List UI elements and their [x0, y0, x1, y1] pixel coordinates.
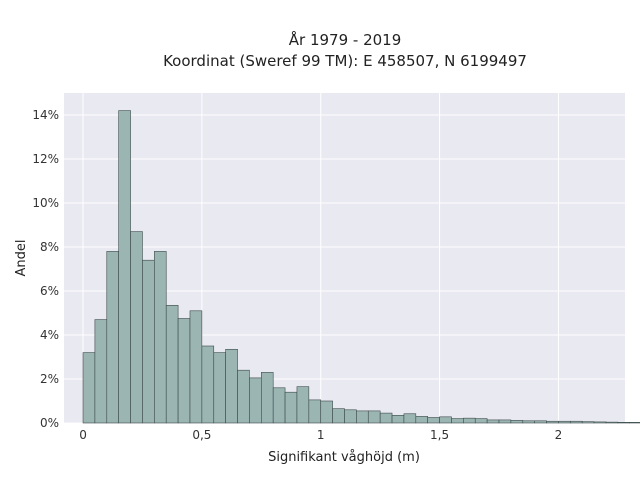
histogram-bar-44: [605, 421, 619, 424]
histogram-bar-29: [427, 417, 440, 424]
histogram-bar-13: [237, 369, 250, 424]
histogram-bar-34: [486, 419, 500, 424]
histogram-bar-39: [546, 420, 559, 424]
histogram-bar-30: [439, 416, 452, 424]
histogram-bar-27: [403, 413, 417, 424]
y-tick-label-0: 0%: [40, 416, 59, 430]
y-axis-title: Andel: [14, 240, 29, 277]
histogram-bar-28: [415, 416, 428, 424]
histogram-bar-33: [474, 418, 488, 424]
histogram-bar-26: [391, 414, 405, 424]
histogram-bars: [82, 110, 640, 424]
y-tick-label-2: 4%: [40, 328, 59, 342]
histogram-bar-42: [581, 421, 595, 424]
histogram-bar-2: [106, 251, 119, 424]
y-tick-label-6: 12%: [32, 152, 59, 166]
histogram-bar-38: [534, 420, 547, 424]
histogram-bar-4: [130, 231, 143, 424]
x-tick-label-0: 0: [79, 428, 87, 442]
histogram-bar-19: [308, 399, 322, 424]
histogram-bar-37: [522, 420, 535, 424]
y-tick-label-5: 10%: [32, 196, 59, 210]
histogram-bar-35: [498, 419, 512, 424]
histogram-bar-17: [284, 391, 298, 424]
histogram-bar-18: [296, 386, 310, 424]
histogram-bar-7: [165, 304, 179, 424]
histogram-bar-11: [213, 352, 226, 424]
histogram-bar-45: [617, 422, 631, 424]
x-tick-label-1: 0,5: [192, 428, 211, 442]
histogram-bar-23: [356, 410, 369, 424]
histogram-bar-36: [510, 420, 524, 424]
histogram-bar-9: [189, 310, 203, 424]
histogram-bar-14: [249, 377, 262, 424]
histogram-bar-6: [154, 251, 167, 424]
y-tick-label-4: 8%: [40, 240, 59, 254]
histogram-bar-5: [142, 259, 155, 424]
x-tick-label-2: 1: [317, 428, 325, 442]
histogram-bar-15: [261, 372, 274, 424]
chart-title: År 1979 - 2019: [289, 30, 402, 49]
histogram-bar-40: [558, 420, 571, 424]
y-tick-label-7: 14%: [32, 108, 59, 122]
histogram-bar-20: [320, 400, 333, 424]
histogram-bar-1: [94, 319, 108, 424]
histogram-bar-12: [225, 348, 238, 424]
x-axis-title: Signifikant våghöjd (m): [268, 450, 420, 465]
y-tick-label-1: 2%: [40, 372, 59, 386]
x-tick-label-3: 1,5: [430, 428, 449, 442]
histogram-bar-16: [272, 387, 286, 424]
x-tick-label-4: 2: [555, 428, 563, 442]
chart-subtitle: Koordinat (Sweref 99 TM): E 458507, N 61…: [163, 52, 527, 70]
y-axis-ticks: 0% 2% 4% 6% 8% 10% 12% 14%: [32, 108, 59, 430]
histogram-bar-25: [379, 412, 393, 424]
histogram-bar-0: [82, 352, 96, 424]
histogram-bar-32: [463, 417, 476, 424]
x-axis-ticks: 0 0,5 1 1,5 2: [79, 428, 562, 442]
histogram-bar-31: [451, 418, 464, 424]
histogram-bar-22: [344, 409, 357, 424]
histogram-bar-8: [177, 318, 191, 424]
histogram-bar-46: [629, 422, 640, 424]
y-tick-label-3: 6%: [40, 284, 59, 298]
histogram-bar-3: [118, 110, 131, 424]
histogram-bar-24: [367, 410, 381, 424]
histogram-bar-21: [332, 408, 345, 424]
histogram-bar-43: [593, 421, 607, 424]
histogram-bar-10: [201, 345, 215, 424]
histogram-bar-41: [570, 420, 583, 424]
